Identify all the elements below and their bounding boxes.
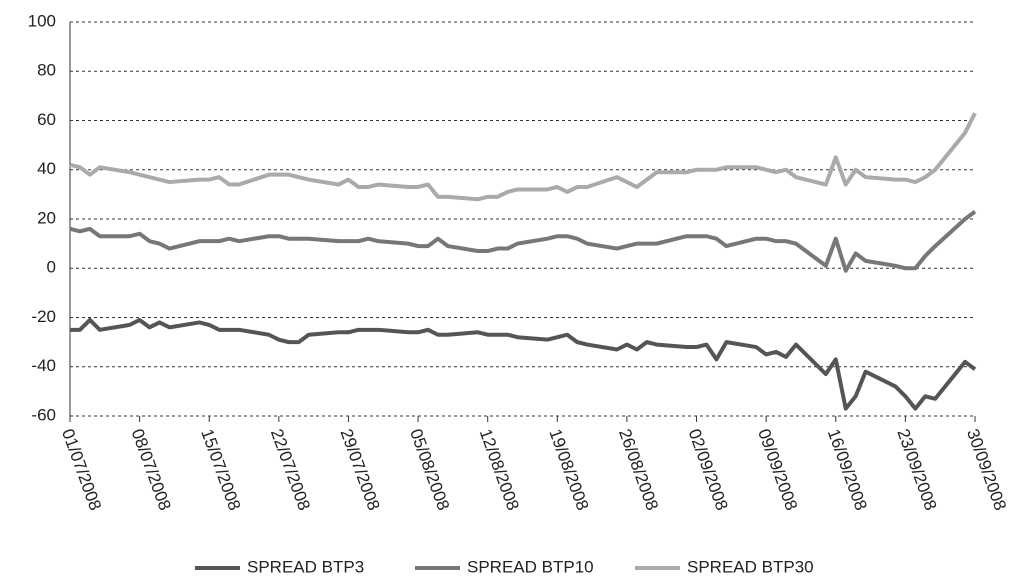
x-tick-label: 23/09/2008 bbox=[893, 426, 940, 512]
x-tick-label: 05/08/2008 bbox=[406, 426, 453, 512]
y-tick-label: 80 bbox=[37, 61, 56, 80]
line bbox=[70, 317, 977, 411]
x-tick-label: 19/08/2008 bbox=[545, 426, 592, 512]
y-tick-label: 60 bbox=[37, 110, 56, 129]
y-tick-label: 20 bbox=[37, 208, 56, 227]
x-tick-label: 30/09/2008 bbox=[963, 426, 1010, 512]
y-tick-label: -40 bbox=[31, 356, 56, 375]
x-tick-label: 15/07/2008 bbox=[197, 426, 244, 512]
y-tick-label: -20 bbox=[31, 307, 56, 326]
line bbox=[69, 210, 977, 273]
x-tick-label: 29/07/2008 bbox=[336, 426, 383, 512]
line bbox=[69, 112, 977, 202]
x-tick-label: 22/07/2008 bbox=[267, 426, 314, 512]
x-tick-label: 02/09/2008 bbox=[685, 426, 732, 512]
x-tick-label: 08/07/2008 bbox=[128, 426, 175, 512]
x-tick-label: 12/08/2008 bbox=[476, 426, 523, 512]
x-tick-label: 09/09/2008 bbox=[754, 426, 801, 512]
legend-label: SPREAD BTP30 bbox=[687, 557, 814, 576]
y-tick-label: 0 bbox=[47, 258, 56, 277]
x-tick-label: 26/08/2008 bbox=[615, 426, 662, 512]
legend-label: SPREAD BTP3 bbox=[247, 557, 364, 576]
y-tick-label: 100 bbox=[28, 11, 56, 30]
legend-label: SPREAD BTP10 bbox=[467, 557, 594, 576]
y-tick-label: 40 bbox=[37, 159, 56, 178]
x-tick-label: 01/07/2008 bbox=[58, 426, 105, 512]
x-tick-label: 16/09/2008 bbox=[824, 426, 871, 512]
y-tick-label: -60 bbox=[31, 405, 56, 424]
